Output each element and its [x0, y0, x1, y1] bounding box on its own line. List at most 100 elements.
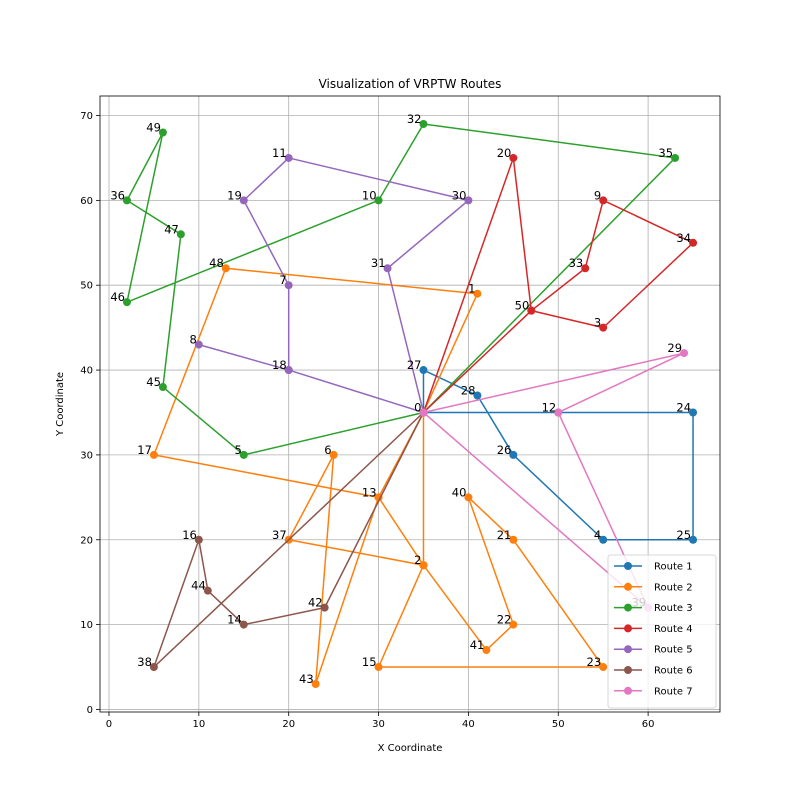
route-point	[689, 408, 698, 417]
route-point	[239, 196, 248, 205]
node-label: 3	[594, 316, 601, 330]
node-label: 49	[146, 120, 161, 134]
node-label: 7	[279, 273, 286, 287]
node-label: 11	[272, 146, 287, 160]
route-point	[419, 120, 428, 128]
route-point	[284, 281, 293, 290]
node-label: 22	[497, 613, 512, 627]
node-label: 27	[407, 358, 422, 372]
route-point	[509, 153, 518, 162]
route-point	[599, 535, 608, 544]
legend-marker	[624, 582, 632, 591]
route-point	[149, 450, 158, 459]
route-point	[374, 493, 383, 502]
x-tick-label: 50	[552, 719, 565, 730]
route-point	[311, 680, 320, 688]
route-point	[239, 620, 248, 629]
x-tick-label: 0	[106, 719, 112, 730]
y-tick-label: 50	[80, 281, 93, 292]
node-label: 9	[594, 188, 601, 202]
legend-marker	[624, 666, 632, 674]
route-point	[221, 264, 230, 273]
route-point	[149, 663, 158, 672]
route-point	[599, 663, 608, 672]
x-tick-label: 10	[192, 719, 205, 730]
node-label: 13	[362, 485, 377, 499]
x-tick-label: 30	[372, 719, 385, 730]
route-point	[239, 450, 248, 459]
node-label: 50	[515, 299, 530, 313]
route-point	[158, 383, 167, 392]
node-label: 31	[371, 256, 386, 270]
legend-marker	[624, 624, 632, 633]
legend-item: Route 2	[614, 582, 693, 593]
route-point	[581, 264, 590, 273]
legend-item: Route 1	[614, 562, 693, 573]
node-label: 18	[272, 358, 287, 372]
node-label: 44	[191, 579, 206, 593]
route-point	[419, 366, 428, 375]
route-point	[419, 408, 428, 417]
node-label: 46	[110, 290, 125, 304]
legend-item: Route 3	[614, 603, 693, 614]
chart-title: Visualization of VRPTW Routes	[319, 77, 502, 91]
legend-label: Route 5	[654, 645, 693, 656]
node-label: 41	[470, 638, 485, 652]
route-point	[464, 196, 473, 205]
node-label: 36	[110, 188, 125, 202]
legend-label: Route 4	[654, 624, 693, 635]
route-point	[383, 264, 392, 273]
plot-frame	[99, 95, 721, 713]
y-tick-label: 20	[80, 535, 93, 546]
node-label: 8	[190, 333, 197, 347]
route-point	[680, 349, 689, 358]
node-label: 15	[362, 655, 377, 669]
node-label: 48	[209, 256, 224, 270]
y-tick-label: 10	[80, 620, 93, 631]
route-point	[527, 306, 536, 315]
legend-item: Route 7	[614, 686, 693, 697]
node-label: 17	[137, 443, 152, 457]
route-point	[284, 366, 293, 375]
legend-marker	[624, 562, 632, 570]
route-point	[689, 535, 698, 544]
node-label: 2	[414, 553, 421, 567]
route-point	[509, 450, 518, 459]
node-label: 24	[676, 400, 691, 414]
node-label: 42	[308, 596, 323, 610]
legend-marker	[624, 645, 632, 654]
route-point	[203, 586, 212, 595]
node-label: 16	[182, 528, 197, 542]
node-label: 38	[137, 655, 152, 669]
node-label: 30	[452, 188, 467, 202]
route-point	[320, 603, 329, 612]
route-series-3	[122, 120, 680, 459]
legend-label: Route 1	[654, 562, 693, 573]
route-point	[284, 153, 293, 162]
route-point	[482, 646, 491, 655]
node-label: 29	[667, 341, 682, 355]
node-label: 23	[587, 655, 602, 669]
route-point	[374, 663, 383, 672]
node-label: 47	[164, 222, 179, 236]
legend-item: Route 4	[614, 624, 693, 635]
node-label: 20	[497, 146, 512, 160]
legend-item: Route 5	[614, 645, 693, 656]
node-label: 10	[362, 188, 377, 202]
legend-label: Route 6	[654, 666, 693, 677]
route-line	[153, 267, 604, 685]
route-point	[599, 196, 608, 205]
y-tick-label: 0	[87, 705, 93, 716]
node-label: 34	[676, 231, 691, 245]
route-point	[509, 620, 518, 629]
route-point	[194, 535, 203, 544]
legend-label: Route 2	[654, 582, 693, 593]
route-point	[509, 535, 518, 544]
node-label: 1	[468, 282, 475, 296]
grid	[100, 96, 720, 712]
node-label: 6	[324, 443, 331, 457]
route-point	[671, 153, 680, 162]
node-label: 32	[407, 112, 422, 126]
route-point	[599, 323, 608, 332]
